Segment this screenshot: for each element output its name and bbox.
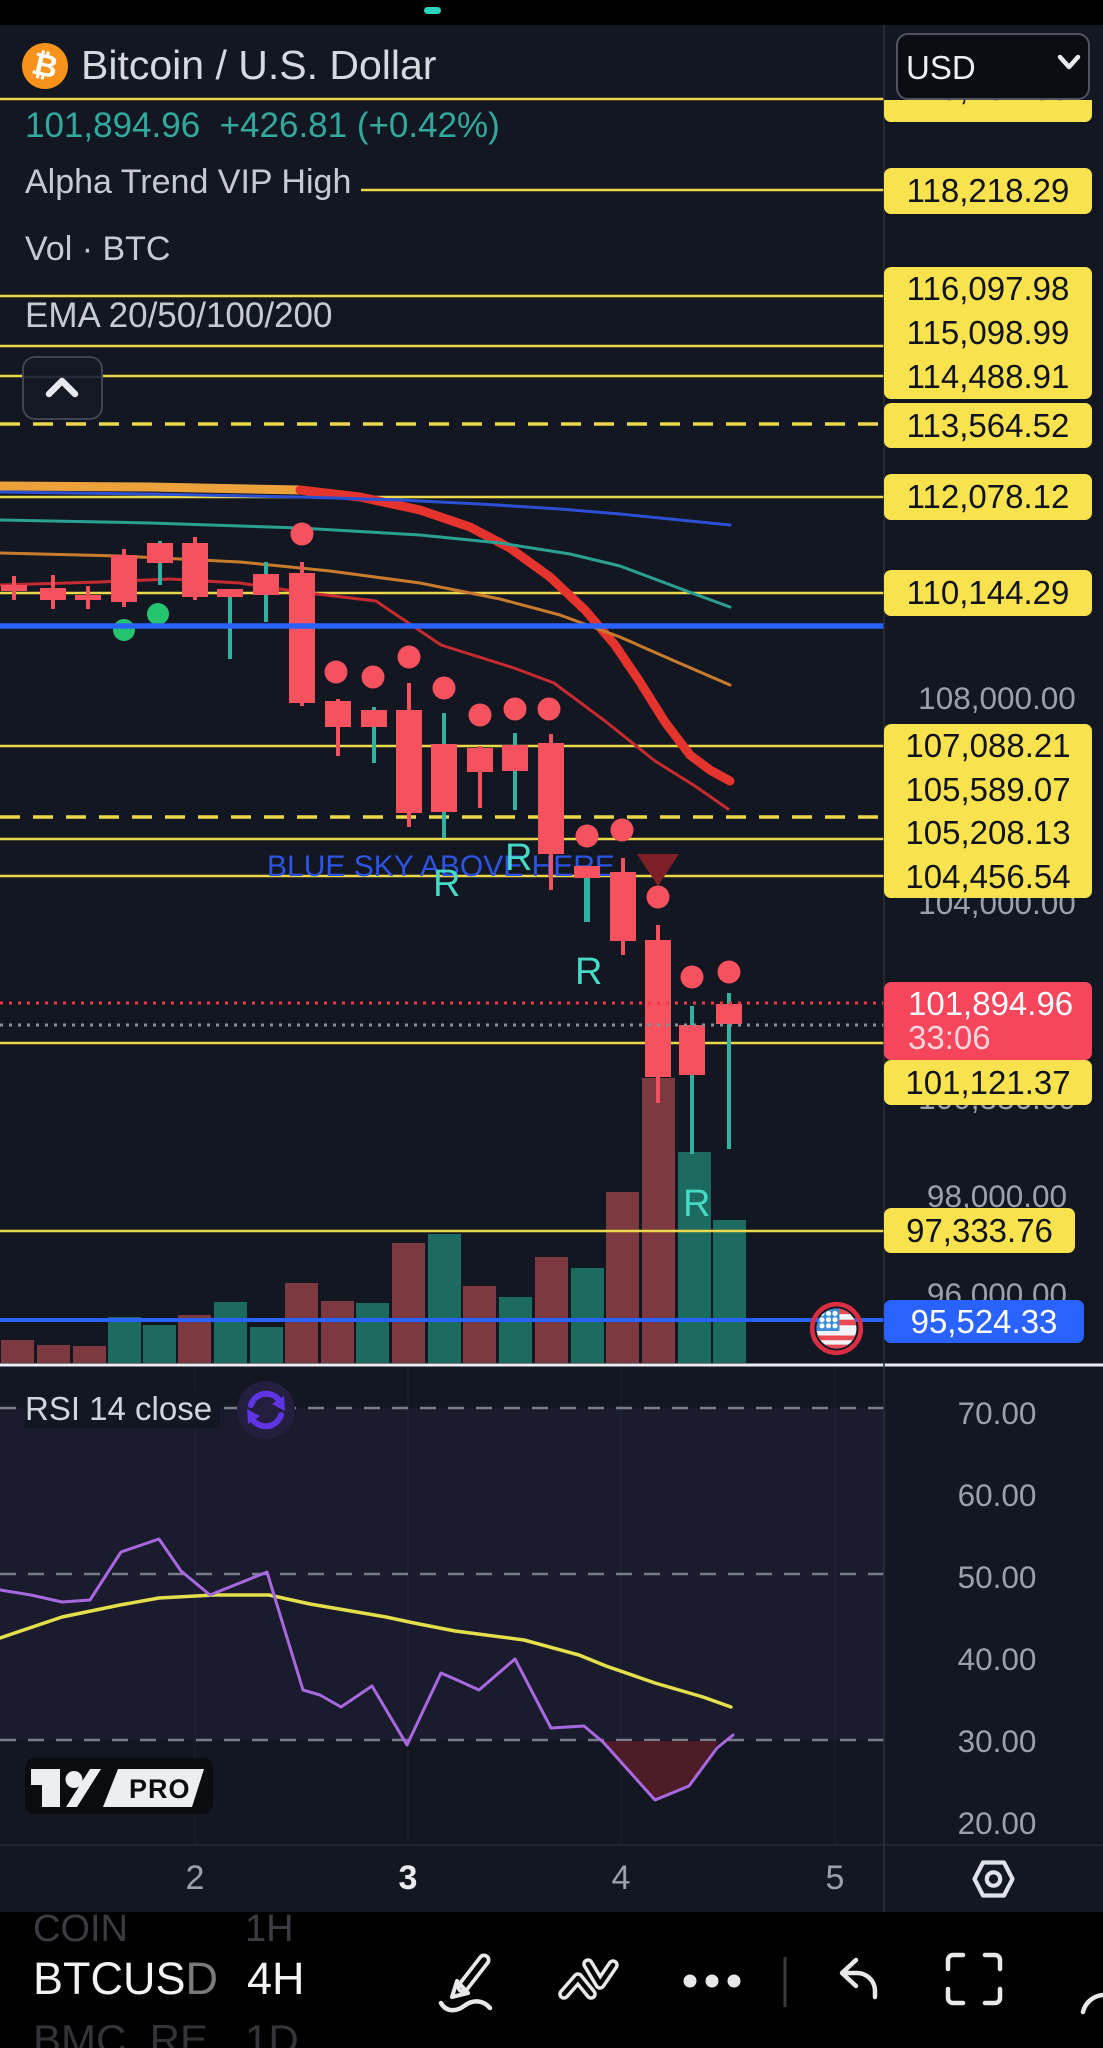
svg-text:R: R xyxy=(505,837,532,879)
svg-text:R: R xyxy=(683,1183,710,1225)
svg-text:R: R xyxy=(575,951,602,993)
svg-text:BLUE SKY ABOVE HERE: BLUE SKY ABOVE HERE xyxy=(267,850,615,883)
svg-text:R: R xyxy=(433,863,460,905)
svg-text:PRO: PRO xyxy=(129,1774,191,1804)
